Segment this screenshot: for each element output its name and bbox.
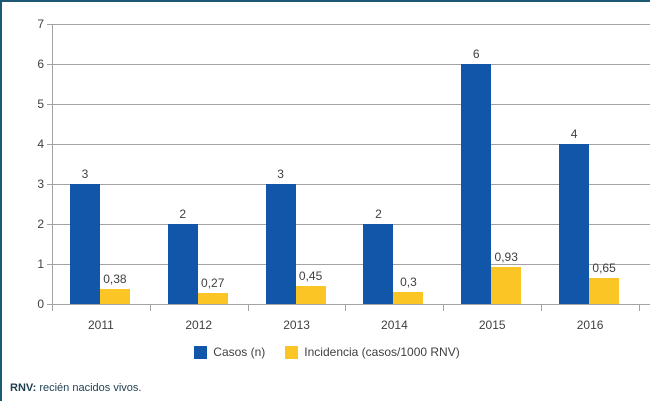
x-axis-tick	[638, 305, 640, 311]
x-axis-label: 2013	[283, 318, 310, 332]
bar-2013-incidencia	[295, 286, 326, 304]
gridline	[52, 224, 650, 225]
y-axis-label: 5	[37, 97, 44, 111]
legend: Casos (n) Incidencia (casos/1000 RNV)	[2, 345, 650, 359]
x-axis-tick	[247, 305, 249, 311]
footnote: RNV: recién nacidos vivos.	[10, 382, 141, 394]
bar-value-label: 4	[570, 127, 578, 141]
x-axis-label: 2012	[185, 318, 213, 332]
bar-2014-incidencia	[393, 292, 424, 304]
footnote-abbr: RNV:	[10, 382, 37, 394]
bar-value-label: 0,27	[201, 276, 225, 291]
bar-2016-incidencia	[589, 278, 620, 304]
bar-value-label: 3	[277, 167, 284, 181]
bar-2016-casos	[559, 144, 590, 304]
bar-2015-casos	[461, 64, 492, 304]
x-axis-label: 2011	[88, 318, 114, 332]
y-axis-label: 1	[37, 257, 44, 271]
legend-item: Casos (n)	[194, 345, 265, 359]
x-axis-tick	[345, 305, 347, 311]
y-axis-tick	[47, 304, 52, 305]
bar-2011-incidencia	[99, 288, 130, 304]
gridline	[52, 184, 650, 185]
gridline	[52, 24, 650, 25]
x-axis-tick	[149, 305, 151, 311]
legend-label: Casos (n)	[213, 345, 266, 359]
legend-label: Incidencia (casos/1000 RNV)	[304, 345, 460, 359]
y-axis-label: 0	[37, 297, 44, 311]
y-axis-line	[52, 24, 53, 310]
y-axis-tick	[47, 64, 52, 65]
gridline	[52, 104, 650, 105]
bar-value-label: 0,45	[298, 269, 323, 283]
y-axis-label: 3	[37, 177, 44, 191]
gridline	[52, 264, 650, 265]
footnote-text: recién nacidos vivos.	[36, 382, 142, 394]
x-axis-label: 2015	[478, 318, 506, 332]
bar-2011-casos	[69, 184, 100, 304]
bar-value-label: 0,65	[592, 261, 616, 275]
x-axis-tick	[443, 305, 445, 311]
gridline	[52, 64, 650, 65]
bar-value-label: 0,38	[103, 271, 127, 286]
bar-2013-casos	[265, 184, 296, 304]
y-axis-tick	[47, 144, 52, 145]
y-axis-label: 7	[37, 17, 44, 31]
gridline	[52, 304, 650, 305]
y-axis-tick	[47, 104, 52, 105]
bar-value-label: 6	[472, 47, 480, 61]
y-axis-tick	[47, 184, 52, 185]
bar-2012-casos	[167, 224, 198, 304]
y-axis-tick	[47, 264, 52, 265]
legend-swatch-icon	[285, 345, 299, 359]
bar-2014-casos	[363, 224, 394, 304]
y-axis-tick	[47, 224, 52, 225]
bar-2012-incidencia	[197, 293, 228, 304]
bar-value-label: 2	[375, 207, 382, 221]
legend-item: Incidencia (casos/1000 RNV)	[285, 345, 460, 359]
x-axis-label: 2016	[576, 318, 604, 332]
x-axis-label: 2014	[381, 318, 408, 332]
bar-value-label: 0,3	[400, 275, 417, 289]
y-axis-label: 4	[37, 137, 44, 151]
y-axis-label: 6	[37, 57, 44, 71]
x-axis-tick	[541, 305, 543, 311]
x-axis-tick	[52, 305, 53, 311]
y-axis-label: 2	[37, 217, 44, 231]
gridline	[52, 144, 650, 145]
bar-2015-incidencia	[491, 266, 522, 304]
bar-value-label: 0,93	[494, 249, 518, 264]
bar-value-label: 2	[179, 207, 187, 221]
bar-value-label: 3	[81, 167, 89, 181]
legend-swatch-icon	[194, 345, 208, 359]
y-axis-tick	[47, 24, 52, 25]
